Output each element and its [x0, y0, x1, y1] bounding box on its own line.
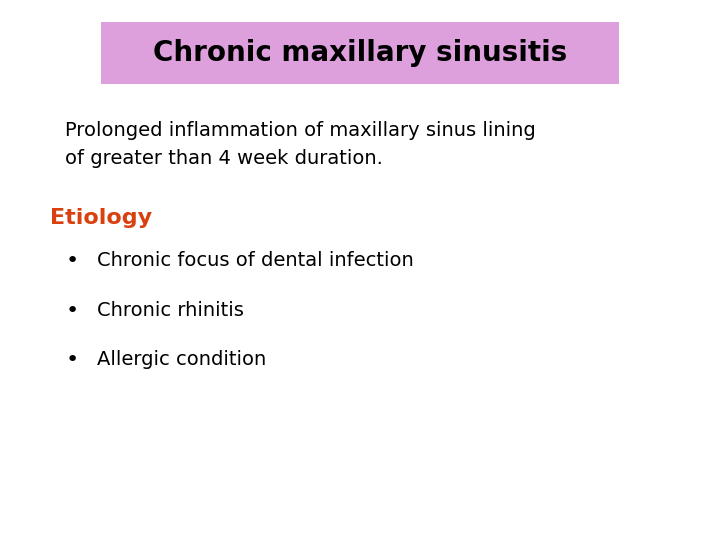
Text: Etiology: Etiology [50, 208, 153, 228]
Text: of greater than 4 week duration.: of greater than 4 week duration. [65, 148, 382, 167]
Text: •: • [66, 350, 78, 370]
Text: Chronic rhinitis: Chronic rhinitis [97, 301, 244, 320]
Text: Allergic condition: Allergic condition [97, 350, 266, 369]
Text: Prolonged inflammation of maxillary sinus lining: Prolonged inflammation of maxillary sinu… [65, 122, 536, 140]
Text: Chronic focus of dental infection: Chronic focus of dental infection [97, 251, 414, 270]
Text: Chronic maxillary sinusitis: Chronic maxillary sinusitis [153, 39, 567, 66]
Text: •: • [66, 301, 78, 321]
FancyBboxPatch shape [101, 22, 619, 84]
Text: •: • [66, 251, 78, 271]
